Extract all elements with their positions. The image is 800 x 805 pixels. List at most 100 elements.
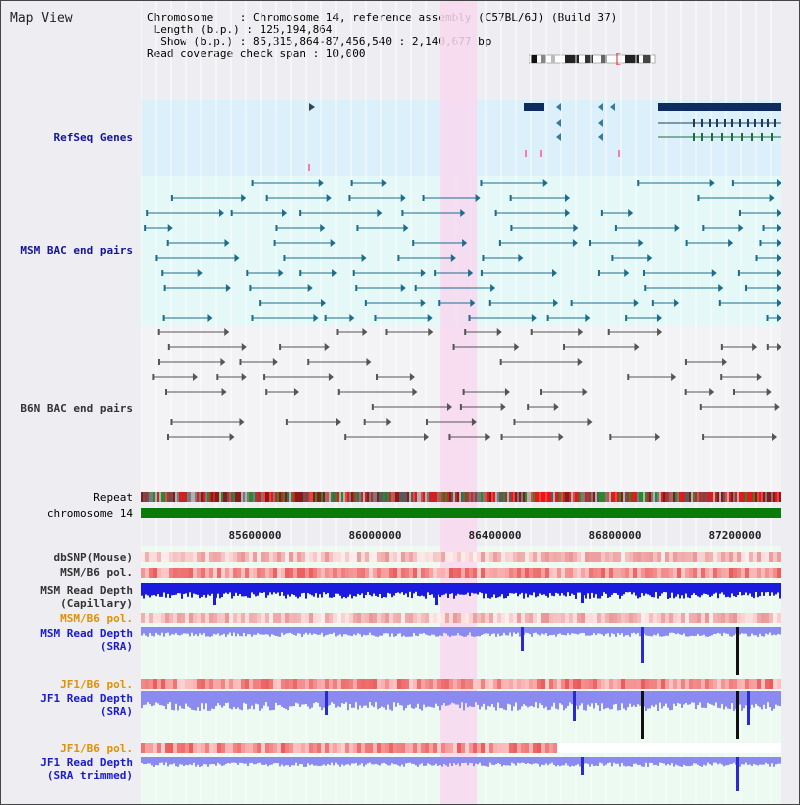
depth-bar: [525, 757, 527, 764]
depth-bar: [411, 757, 413, 764]
depth-bar: [217, 691, 219, 704]
repeat-block: [593, 492, 595, 502]
depth-bar: [217, 583, 219, 594]
depth-bar: [283, 583, 285, 596]
depth-bar: [621, 757, 623, 763]
bac-end-arrow: [769, 194, 775, 202]
depth-bar: [649, 627, 651, 637]
depth-bar: [355, 627, 357, 636]
depth-bar: [287, 627, 289, 634]
depth-bar: [377, 757, 379, 765]
depth-bar: [271, 691, 273, 711]
jf1-b6-pol-track-label[interactable]: JF1/B6 pol.: [60, 678, 133, 691]
depth-bar: [163, 757, 165, 766]
heat-cell: [749, 568, 753, 578]
repeat-block: [321, 492, 323, 502]
heat-cell: [505, 679, 509, 689]
repeat-block: [389, 492, 391, 502]
repeat-block: [191, 492, 193, 502]
heat-cell: [613, 552, 617, 562]
depth-bar: [425, 757, 427, 766]
genome-browser-canvas[interactable]: [141, 1, 781, 804]
heat-cell: [161, 743, 165, 753]
repeat-block: [773, 492, 775, 502]
repeat-block: [483, 492, 485, 502]
depth-bar: [605, 691, 607, 709]
heat-cell: [665, 679, 669, 689]
depth-bar: [211, 627, 213, 637]
jf1-depth-trimmed-label[interactable]: JF1 Read Depth: [40, 756, 133, 769]
depth-bar: [443, 757, 445, 764]
msm-b6-pol-track-label[interactable]: MSM/B6 pol.: [60, 566, 133, 579]
depth-bar: [143, 691, 145, 705]
heat-cell: [501, 613, 505, 623]
depth-bar: [741, 691, 743, 711]
heat-cell: [349, 743, 353, 753]
repeat-block: [681, 492, 683, 502]
depth-bar: [505, 583, 507, 598]
depth-spike: [435, 583, 438, 605]
depth-bar: [497, 583, 499, 598]
msm-depth-capillary-label[interactable]: MSM Read Depth: [40, 584, 133, 597]
heat-cell: [645, 552, 649, 562]
depth-bar: [203, 627, 205, 634]
heat-cell: [409, 568, 413, 578]
repeat-block: [705, 492, 707, 502]
depth-bar: [575, 583, 577, 599]
chromosome-ideogram[interactable]: [529, 53, 657, 65]
heat-cell: [633, 679, 637, 689]
heat-cell: [153, 552, 157, 562]
depth-bar: [623, 627, 625, 637]
heat-cell: [241, 568, 245, 578]
refseq-track-label[interactable]: RefSeq Genes: [53, 131, 133, 144]
depth-bar: [609, 583, 611, 597]
heat-cell: [393, 613, 397, 623]
heat-cell: [713, 552, 717, 562]
depth-bar: [469, 757, 471, 763]
depth-bar: [485, 757, 487, 767]
heat-cell: [429, 552, 433, 562]
depth-bar: [391, 583, 393, 598]
heat-cell: [209, 743, 213, 753]
heat-cell: [657, 552, 661, 562]
heat-cell: [445, 743, 449, 753]
depth-bar: [441, 583, 443, 596]
bac-end: [766, 344, 769, 350]
depth-bar: [689, 583, 691, 599]
heat-cell: [749, 743, 753, 753]
bac-end-arrow: [496, 328, 502, 336]
repeat-block: [303, 492, 305, 502]
depth-bar: [571, 757, 573, 766]
msm-depth-sra-label[interactable]: MSM Read Depth: [40, 627, 133, 640]
bac-end: [737, 270, 740, 276]
depth-bar: [663, 627, 665, 637]
depth-bar: [385, 691, 387, 710]
depth-bar: [577, 757, 579, 765]
msm-b6-pol-track-label[interactable]: MSM/B6 pol.: [60, 612, 133, 625]
depth-bar: [591, 757, 593, 765]
depth-bar: [759, 627, 761, 634]
depth-bar: [491, 757, 493, 765]
depth-bar: [251, 691, 253, 706]
repeat-track-label: Repeat: [93, 491, 133, 504]
heat-cell: [329, 568, 333, 578]
heat-cell: [365, 743, 369, 753]
jf1-depth-sra-label[interactable]: JF1 Read Depth: [40, 692, 133, 705]
repeat-block: [379, 492, 381, 502]
heat-cell: [361, 679, 365, 689]
depth-bar: [591, 691, 593, 704]
heat-cell: [165, 552, 169, 562]
repeat-block: [407, 492, 409, 502]
depth-bar: [567, 583, 569, 593]
dbsnp-track-label[interactable]: dbSNP(Mouse): [53, 551, 133, 564]
jf1-b6-pol-track-label[interactable]: JF1/B6 pol.: [60, 742, 133, 755]
repeat-block: [687, 492, 689, 502]
depth-bar: [179, 627, 181, 636]
depth-bar: [763, 627, 765, 637]
repeat-block: [579, 492, 581, 502]
depth-bar: [235, 627, 237, 637]
depth-bar: [603, 691, 605, 710]
msm-bac-track-label[interactable]: MSM BAC end pairs: [20, 244, 133, 257]
b6n-bac-track-label[interactable]: B6N BAC end pairs: [20, 402, 133, 415]
heat-cell: [417, 743, 421, 753]
